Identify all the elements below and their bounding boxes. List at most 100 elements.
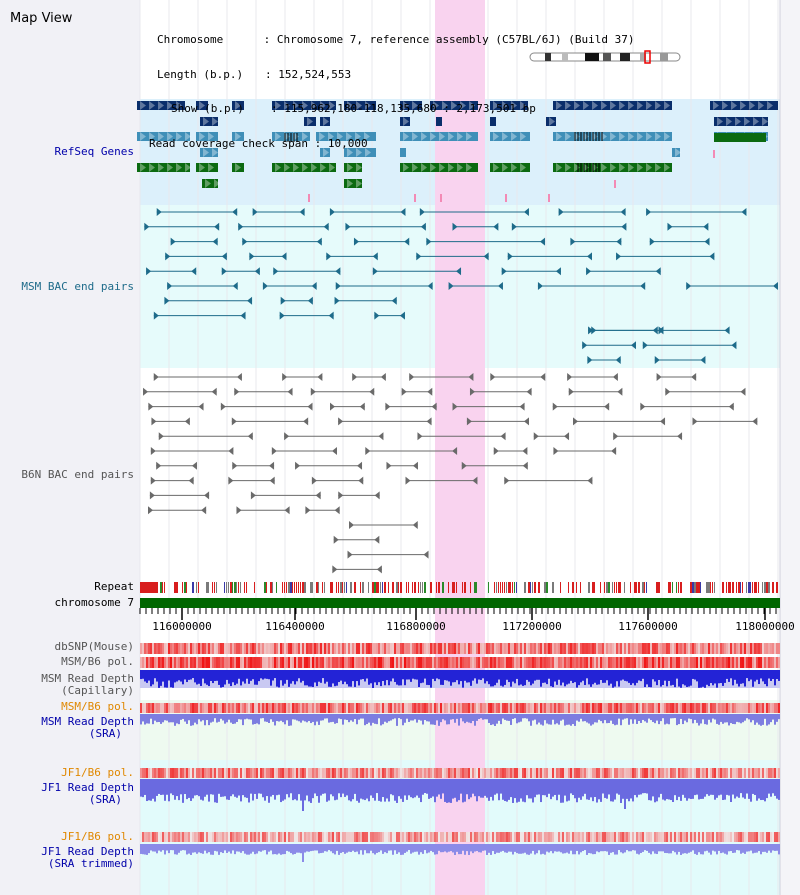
- read-depth-bar: [670, 844, 672, 854]
- read-depth-bar: [218, 779, 220, 794]
- polymorphism-cell: [718, 703, 720, 713]
- read-depth-bar: [598, 779, 600, 800]
- jf1-depth-trimmed-label[interactable]: JF1 Read Depth: [41, 845, 134, 858]
- polymorphism-cell: [164, 643, 166, 654]
- polymorphism-cell: [736, 768, 738, 778]
- polymorphism-cell: [484, 768, 486, 778]
- polymorphism-cell: [400, 643, 402, 654]
- read-depth-bar: [286, 779, 288, 795]
- bac-end-marker: [501, 267, 507, 276]
- polymorphism-cell: [346, 768, 348, 778]
- polymorphism-cell: [716, 643, 718, 654]
- read-depth-bar: [762, 714, 764, 725]
- polymorphism-cell: [218, 768, 220, 778]
- read-depth-bar: [764, 779, 766, 802]
- polymorphism-cell: [450, 832, 452, 842]
- polymorphism-cell: [152, 643, 154, 654]
- polymorphism-cell: [586, 832, 588, 842]
- read-depth-bar: [160, 779, 162, 795]
- gene-strand-arrow: [762, 117, 768, 126]
- polymorphism-cell: [626, 768, 628, 778]
- jf1-b6-pol-2-label[interactable]: JF1/B6 pol.: [61, 830, 134, 843]
- jf1-b6-pol-label[interactable]: JF1/B6 pol.: [61, 766, 134, 779]
- msm-depth-capillary-label[interactable]: MSM Read Depth: [41, 672, 134, 685]
- read-depth-bar: [618, 670, 620, 687]
- b6n-bac-label[interactable]: B6N BAC end pairs: [21, 468, 134, 481]
- read-depth-bar: [320, 844, 322, 854]
- polymorphism-cell: [610, 643, 612, 654]
- read-depth-bar: [672, 779, 674, 803]
- read-depth-bar: [510, 779, 512, 798]
- read-depth-bar: [396, 844, 398, 854]
- read-depth-bar: [690, 670, 692, 686]
- polymorphism-cell: [370, 703, 372, 713]
- read-depth-bar: [228, 844, 230, 852]
- jf1-depth-sra-label[interactable]: JF1 Read Depth: [41, 781, 134, 794]
- polymorphism-cell: [324, 832, 326, 842]
- polymorphism-cell: [438, 703, 440, 713]
- msm-bac-label[interactable]: MSM BAC end pairs: [21, 280, 134, 293]
- read-depth-bar: [580, 779, 582, 800]
- gene-exon-block: [490, 117, 496, 126]
- bac-end-marker: [188, 476, 194, 485]
- read-depth-bar: [174, 779, 176, 800]
- polymorphism-cell: [400, 832, 402, 842]
- read-depth-bar: [516, 714, 518, 724]
- read-depth-bar: [762, 779, 764, 800]
- repeat-element: [216, 582, 217, 593]
- polymorphism-cell: [342, 643, 344, 654]
- repeat-element: [438, 582, 440, 593]
- bac-end-marker: [262, 282, 268, 290]
- read-depth-bar: [584, 844, 586, 851]
- read-depth-bar: [760, 844, 762, 855]
- gene-exon-block: [546, 117, 556, 126]
- repeat-element: [376, 582, 378, 593]
- polymorphism-cell: [748, 832, 750, 842]
- bac-end-marker: [247, 296, 253, 305]
- read-depth-bar: [658, 714, 660, 725]
- polymorphism-cell: [532, 832, 534, 842]
- axis-tick-label: 116000000: [152, 620, 212, 633]
- read-depth-bar: [724, 844, 726, 854]
- polymorphism-cell: [698, 768, 700, 778]
- polymorphism-cell: [572, 643, 574, 654]
- read-depth-bar: [596, 844, 598, 852]
- polymorphism-cell: [324, 643, 326, 654]
- polymorphism-cell: [464, 768, 466, 778]
- read-depth-bar: [464, 714, 466, 724]
- polymorphism-cell: [488, 657, 490, 668]
- repeat-element: [332, 582, 333, 593]
- read-depth-bar: [308, 779, 310, 802]
- repeat-element: [572, 582, 574, 593]
- read-depth-bar: [538, 779, 540, 795]
- polymorphism-cell: [170, 657, 172, 668]
- polymorphism-cell: [508, 768, 510, 778]
- read-depth-bar: [532, 714, 534, 721]
- bac-end-marker: [537, 282, 543, 290]
- read-depth-bar: [598, 714, 600, 720]
- bac-end-marker: [469, 387, 475, 396]
- read-depth-bar: [220, 779, 222, 797]
- bac-end-marker: [640, 282, 646, 290]
- read-depth-bar: [154, 779, 156, 802]
- polymorphism-cell: [268, 703, 270, 713]
- msm-b6-pol-label[interactable]: MSM/B6 pol.: [61, 655, 134, 668]
- read-depth-bar: [754, 779, 756, 796]
- bac-end-marker: [533, 432, 539, 441]
- polymorphism-cell: [266, 703, 268, 713]
- polymorphism-cell: [738, 703, 740, 713]
- dbsnp-label[interactable]: dbSNP(Mouse): [54, 640, 134, 653]
- polymorphism-cell: [686, 768, 688, 778]
- polymorphism-cell: [404, 832, 406, 842]
- polymorphism-cell: [230, 768, 232, 778]
- refseq-genes-label[interactable]: RefSeq Genes: [54, 145, 134, 158]
- polymorphism-cell: [676, 643, 678, 654]
- msm-depth-sra-label[interactable]: MSM Read Depth: [41, 715, 134, 728]
- read-depth-bar: [530, 714, 532, 726]
- polymorphism-cell: [166, 832, 168, 842]
- polymorphism-cell: [376, 643, 378, 654]
- polymorphism-cell: [772, 703, 774, 713]
- msm-b6-pol-2-label[interactable]: MSM/B6 pol.: [61, 700, 134, 713]
- polymorphism-cell: [338, 703, 340, 713]
